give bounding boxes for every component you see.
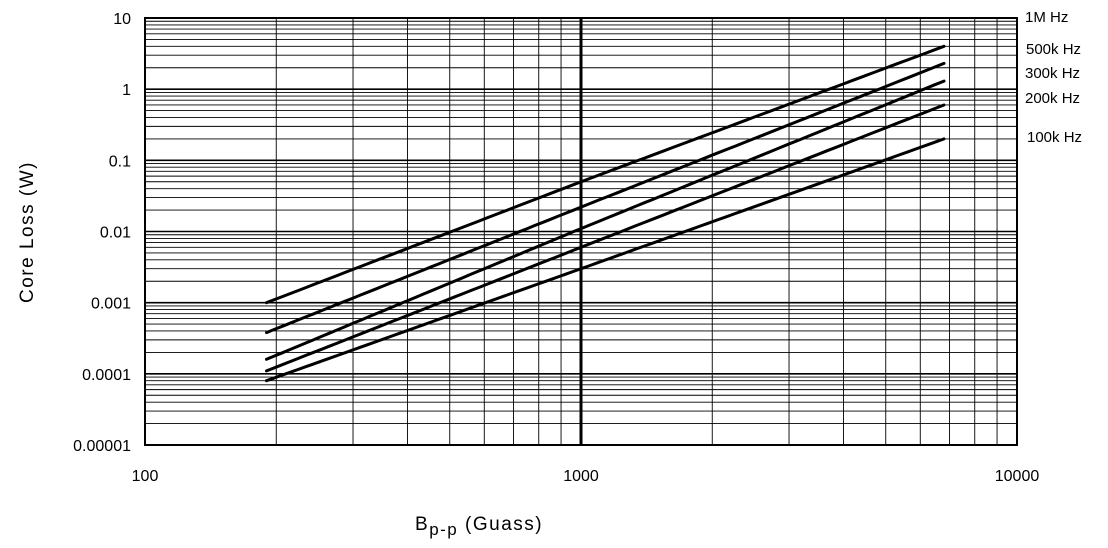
series-line (265, 137, 946, 383)
y-tick-label: 0.00001 (73, 438, 131, 455)
x-tick-label: 100 (132, 468, 159, 485)
x-axis-label: Bp-p (Guass) (415, 514, 543, 539)
series-label: 300k Hz (1025, 65, 1080, 82)
series-line (265, 103, 946, 373)
series-lines (265, 44, 946, 383)
x-axis-label-sub: p-p (429, 520, 458, 539)
y-tick-label: 10 (113, 11, 131, 28)
series-label: 500k Hz (1026, 41, 1081, 58)
grid-lines (144, 18, 1017, 446)
y-tick-label: 0.1 (109, 153, 131, 170)
series-label: 200k Hz (1025, 90, 1080, 107)
series-line (265, 44, 946, 305)
y-tick-label: 0.0001 (82, 367, 131, 384)
series-labels: 1M Hz 500k Hz 300k Hz 200k Hz 100k Hz (1025, 9, 1082, 146)
x-tick-label: 10000 (995, 468, 1040, 485)
y-tick-label: 0.01 (100, 225, 131, 242)
series-label: 100k Hz (1027, 129, 1082, 146)
series-label: 1M Hz (1025, 9, 1068, 26)
series-line (265, 79, 946, 361)
y-tick-labels: 10 1 0.1 0.01 0.001 0.0001 0.00001 (73, 11, 131, 455)
plot-frame (144, 17, 1018, 446)
y-tick-label: 0.001 (91, 296, 131, 313)
x-tick-label: 1000 (563, 468, 599, 485)
y-axis-label: Core Loss (W) (17, 161, 38, 303)
series-line (265, 61, 946, 335)
x-axis-label-rest: (Guass) (458, 514, 543, 535)
x-tick-labels: 100 1000 10000 (132, 468, 1040, 485)
x-axis-label-main: B (415, 514, 429, 535)
y-tick-label: 1 (122, 82, 131, 99)
